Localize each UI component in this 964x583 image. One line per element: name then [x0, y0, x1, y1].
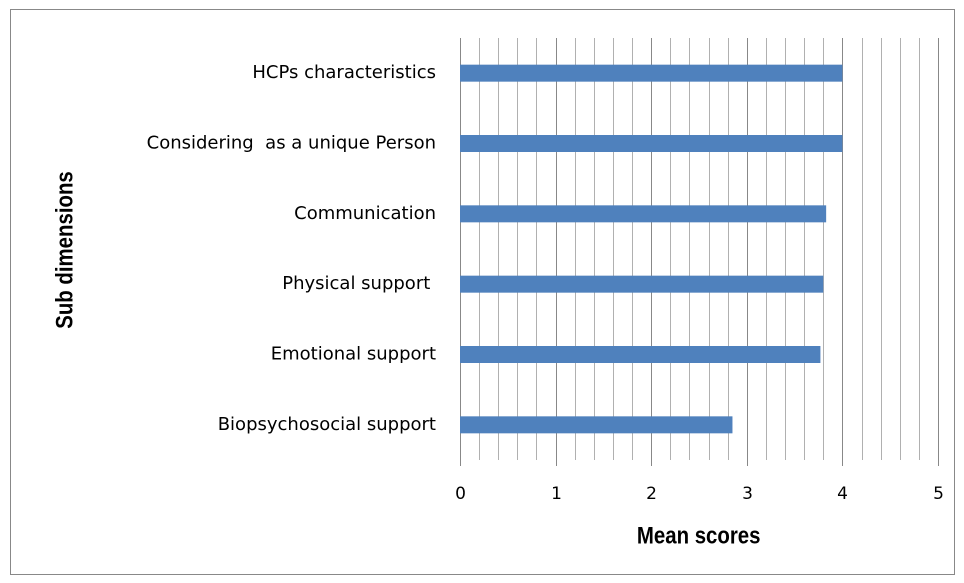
x-axis-title: Mean scores [637, 522, 761, 549]
x-tick-label: 3 [742, 484, 753, 504]
y-axis-title: Sub dimensions [51, 171, 78, 329]
x-tick-label: 4 [837, 484, 848, 504]
y-tick-label: Communication [294, 203, 436, 224]
x-tick-label: 5 [933, 484, 944, 504]
y-tick-label: Emotional support [271, 344, 436, 365]
bar [460, 64, 843, 82]
x-tick-label: 1 [551, 484, 562, 504]
bar [460, 346, 821, 363]
bar [460, 416, 733, 434]
y-tick-label: HCPs characteristics [252, 62, 436, 83]
bar [460, 135, 843, 152]
x-tick-label: 2 [646, 484, 657, 504]
x-tick-label: 0 [455, 484, 466, 504]
y-tick-label: Biopsychosocial support [218, 414, 436, 435]
y-tick-label: Physical support [282, 273, 436, 294]
bar [460, 275, 824, 293]
bar [460, 205, 827, 223]
y-tick-label: Considering as a unique Person [147, 133, 436, 154]
